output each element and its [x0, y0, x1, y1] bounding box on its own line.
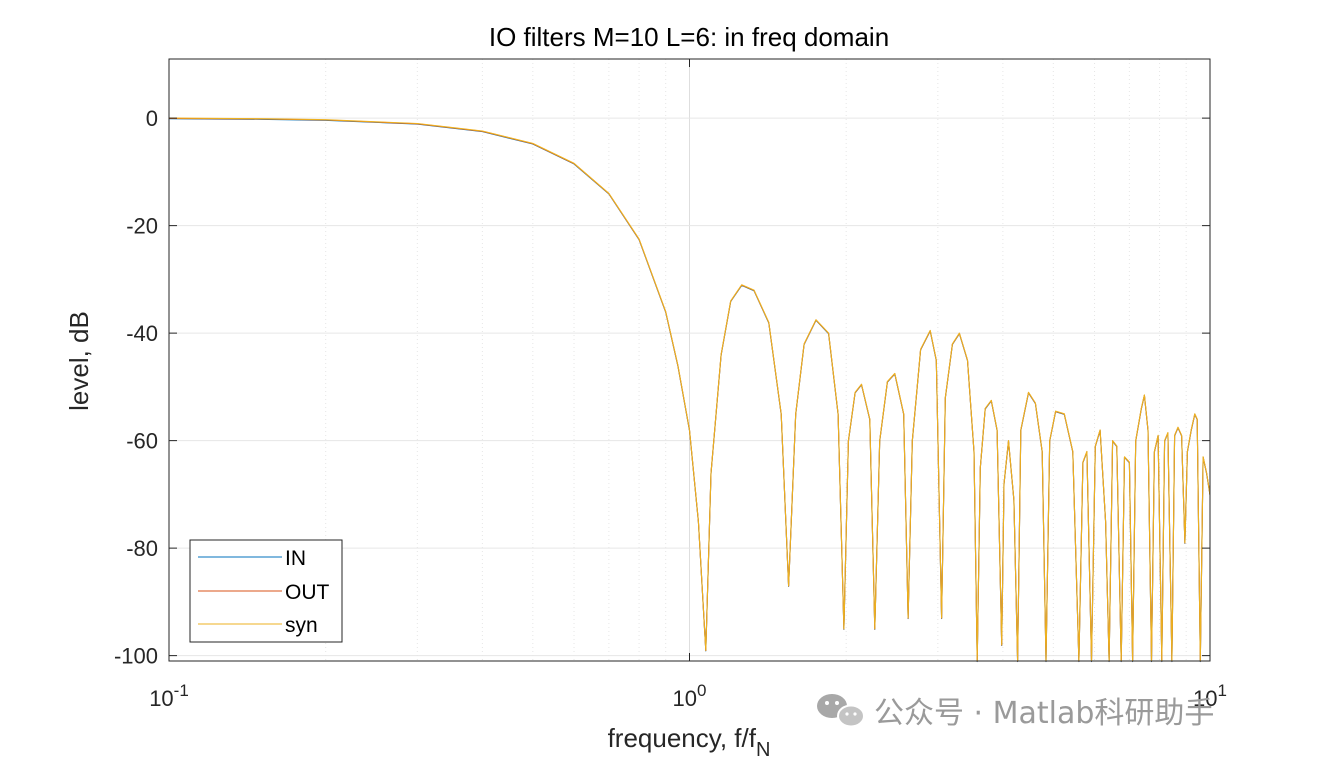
- series-curves: [168, 117, 1211, 663]
- y-tick-label: -80: [126, 536, 158, 561]
- legend: IN OUT syn: [189, 539, 343, 643]
- x-tick-label-base: 10: [673, 686, 697, 711]
- y-tick-label: -20: [126, 214, 158, 239]
- y-tick-label: 0: [146, 106, 158, 131]
- wechat-icon: [817, 694, 865, 728]
- legend-label-out: OUT: [285, 581, 330, 604]
- watermark: 公众号 · Matlab科研助手: [817, 694, 1214, 731]
- x-axis-label-subscript: N: [756, 739, 770, 761]
- x-tick-label-base: 10: [1193, 686, 1217, 711]
- watermark-text: 公众号 · Matlab科研助手: [874, 696, 1214, 731]
- x-tick-label-exponent: 0: [697, 681, 706, 700]
- x-tick-label-base: 10: [149, 686, 173, 711]
- y-axis-label: level, dB: [64, 311, 94, 411]
- x-axis-label: frequency, f/fN: [608, 723, 771, 761]
- legend-label-syn: syn: [285, 614, 318, 637]
- x-tick-label: 10-1: [149, 681, 189, 711]
- x-axis-label-main: frequency, f/f: [608, 723, 757, 753]
- x-tick-label: 101: [1193, 681, 1227, 711]
- y-tick-label: -100: [114, 644, 158, 669]
- x-axis-ticks: 10-1 100 101: [149, 59, 1227, 711]
- x-tick-label-exponent: -1: [174, 681, 189, 700]
- x-tick-label: 100: [673, 681, 707, 711]
- series-line-syn: [168, 117, 1211, 662]
- x-tick-label-exponent: 1: [1218, 681, 1227, 700]
- y-axis-ticks: 0 -20 -40 -60 -80 -100: [114, 106, 1210, 669]
- y-tick-label: -60: [126, 429, 158, 454]
- chart-title: IO filters M=10 L=6: in freq domain: [489, 22, 889, 52]
- y-tick-label: -40: [126, 321, 158, 346]
- legend-label-in: IN: [285, 547, 306, 570]
